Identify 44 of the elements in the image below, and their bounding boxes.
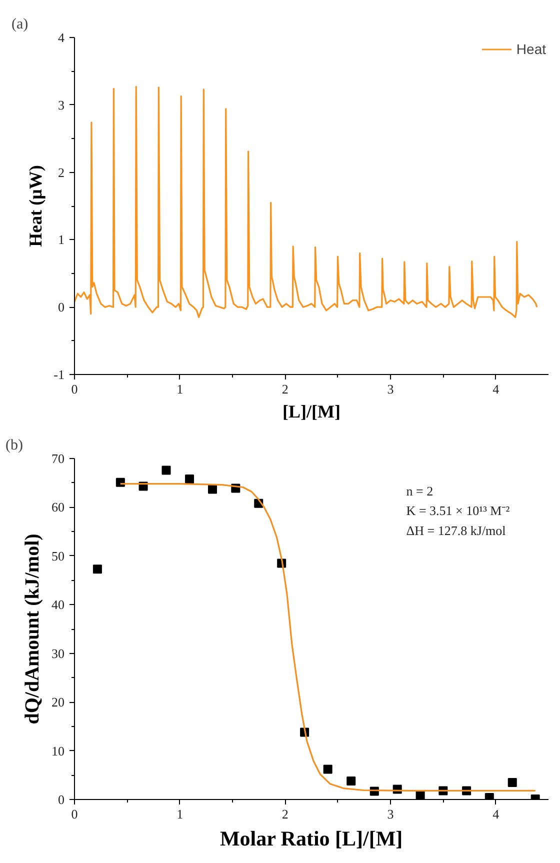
point <box>162 466 171 475</box>
point <box>92 564 102 574</box>
y-tick-label: 0 <box>58 792 64 807</box>
y-tick-label: 50 <box>52 548 64 564</box>
y-tick-label: 30 <box>52 646 64 661</box>
line-series <box>74 86 538 318</box>
annotation: ΔH = 127.8 kJ/mol <box>406 522 506 538</box>
y-tick-label: 4 <box>58 30 65 45</box>
chart-title: (a) <box>12 16 28 32</box>
x-tick-label: 1 <box>176 382 184 396</box>
point <box>416 791 425 800</box>
x-axis-title: Molar Ratio [L]/[M] <box>220 826 403 850</box>
x-tick-label: 0 <box>71 806 78 822</box>
y-tick-label: 20 <box>52 694 64 710</box>
x-axis-title: [L]/[M] <box>282 402 340 422</box>
point <box>116 478 125 487</box>
legend-label: Heat <box>516 41 546 57</box>
y-tick-label: 70 <box>52 451 64 466</box>
x-tick-label: 0 <box>71 382 78 396</box>
x-tick-label: 4 <box>492 806 500 822</box>
annotation: K = 3.51 × 10¹³ M⁻² <box>406 503 510 518</box>
y-tick-label: 2 <box>58 164 64 180</box>
y-tick-label: 0 <box>58 300 64 315</box>
x-tick-label: 1 <box>176 806 184 822</box>
y-tick-label: 40 <box>52 597 64 612</box>
point <box>346 776 356 786</box>
x-tick-label: 4 <box>492 382 500 396</box>
point <box>208 484 217 494</box>
y-axis-title: Heat (μW) <box>26 165 46 247</box>
point <box>185 474 194 484</box>
y-axis-title: dQ/dAmount (kJ/mol) <box>22 534 44 724</box>
x-tick-label: 2 <box>282 382 288 396</box>
annotation: n = 2 <box>406 483 434 498</box>
point <box>323 764 332 774</box>
y-tick-label: 1 <box>58 232 64 248</box>
y-tick-label: -1 <box>54 367 65 382</box>
y-tick-label: 10 <box>52 743 64 758</box>
y-tick-label: 60 <box>52 500 64 515</box>
x-tick-label: 2 <box>282 806 288 822</box>
chart-title: (b) <box>6 438 23 454</box>
x-tick-label: 3 <box>387 806 394 822</box>
point <box>508 778 517 787</box>
y-tick-label: 3 <box>58 97 64 112</box>
x-tick-label: 3 <box>387 382 394 396</box>
